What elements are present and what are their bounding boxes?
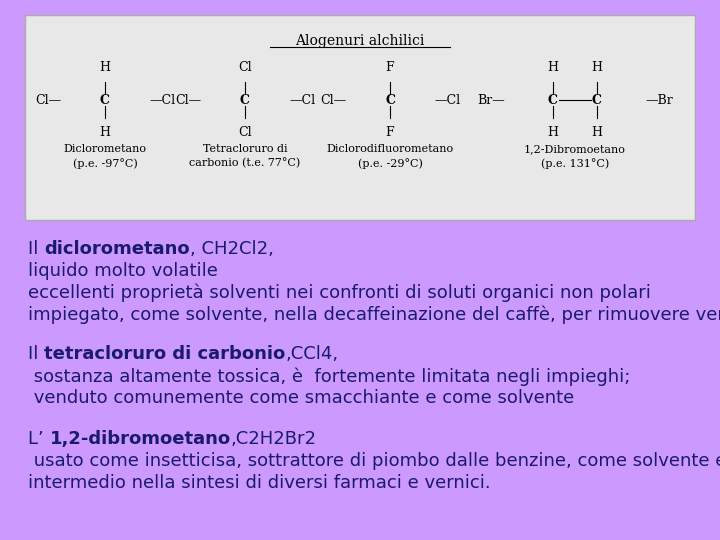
- Text: —Cl: —Cl: [149, 93, 175, 106]
- Text: Tetracloruro di: Tetracloruro di: [203, 144, 287, 154]
- Text: L’: L’: [28, 430, 50, 448]
- Text: —Cl: —Cl: [434, 93, 460, 106]
- Text: (p.e. -29°C): (p.e. -29°C): [358, 158, 423, 169]
- Text: tetracloruro di carbonio: tetracloruro di carbonio: [44, 345, 285, 363]
- Text: Cl: Cl: [238, 61, 252, 74]
- Text: C: C: [385, 93, 395, 106]
- Text: Il: Il: [28, 240, 44, 258]
- Text: F: F: [386, 61, 395, 74]
- Text: Br—: Br—: [477, 93, 505, 106]
- Text: H: H: [99, 126, 110, 139]
- Text: carbonio (t.e. 77°C): carbonio (t.e. 77°C): [189, 158, 301, 168]
- Text: C: C: [100, 93, 110, 106]
- Text: liquido molto volatile: liquido molto volatile: [28, 262, 218, 280]
- Text: —Br: —Br: [645, 93, 673, 106]
- Text: C: C: [548, 93, 558, 106]
- Text: Alogenuri alchilici: Alogenuri alchilici: [295, 34, 425, 48]
- Text: —Cl: —Cl: [289, 93, 315, 106]
- Text: eccellenti proprietà solventi nei confronti di soluti organici non polari: eccellenti proprietà solventi nei confro…: [28, 284, 651, 302]
- Text: H: H: [547, 61, 559, 74]
- Text: (p.e. 131°C): (p.e. 131°C): [541, 158, 609, 169]
- Text: Cl—: Cl—: [175, 93, 201, 106]
- Text: sostanza altamente tossica, è  fortemente limitata negli impieghi;: sostanza altamente tossica, è fortemente…: [28, 367, 631, 386]
- Text: Cl—: Cl—: [35, 93, 61, 106]
- Bar: [25, 15, 695, 220]
- Text: Cl: Cl: [238, 126, 252, 139]
- Text: Diclorodifluorometano: Diclorodifluorometano: [326, 144, 454, 154]
- Text: 1,2-Dibromoetano: 1,2-Dibromoetano: [524, 144, 626, 154]
- Text: ,C2H2Br2: ,C2H2Br2: [230, 430, 317, 448]
- Text: C: C: [592, 93, 602, 106]
- Text: H: H: [547, 126, 559, 139]
- Text: H: H: [592, 126, 603, 139]
- Text: usato come insetticisa, sottrattore di piombo dalle benzine, come solvente e com: usato come insetticisa, sottrattore di p…: [28, 452, 720, 470]
- Text: diclorometano: diclorometano: [44, 240, 190, 258]
- Text: (p.e. -97°C): (p.e. -97°C): [73, 158, 138, 169]
- Text: Il: Il: [28, 345, 44, 363]
- Text: 1,2-dibromoetano: 1,2-dibromoetano: [50, 430, 230, 448]
- Text: intermedio nella sintesi di diversi farmaci e vernici.: intermedio nella sintesi di diversi farm…: [28, 474, 490, 492]
- Text: H: H: [592, 61, 603, 74]
- Text: F: F: [386, 126, 395, 139]
- Text: Cl—: Cl—: [320, 93, 346, 106]
- Text: impiegato, come solvente, nella decaffeinazione del caffè, per rimuovere vernici: impiegato, come solvente, nella decaffei…: [28, 306, 720, 325]
- Text: Diclorometano: Diclorometano: [63, 144, 146, 154]
- Text: venduto comunemente come smacchiante e come solvente: venduto comunemente come smacchiante e c…: [28, 389, 575, 407]
- Text: H: H: [99, 61, 110, 74]
- Text: , CH2Cl2,: , CH2Cl2,: [190, 240, 274, 258]
- Text: C: C: [240, 93, 250, 106]
- Text: ,CCl4,: ,CCl4,: [285, 345, 338, 363]
